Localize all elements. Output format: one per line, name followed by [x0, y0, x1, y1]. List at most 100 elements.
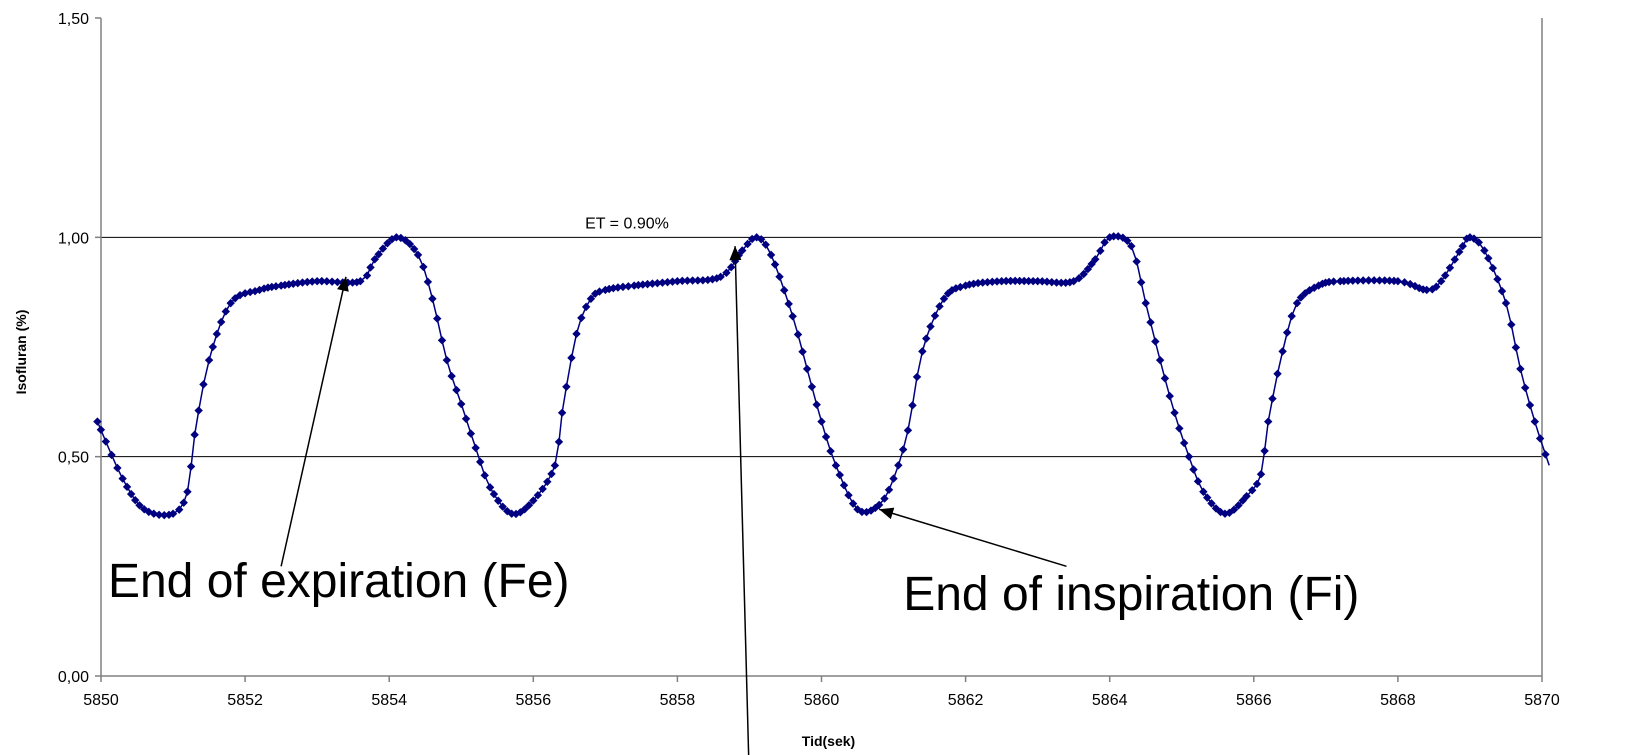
series-0-point-75: [437, 336, 447, 345]
series-0-point-298: [1458, 241, 1467, 251]
y-tick-label-0: 0,00: [58, 669, 89, 686]
series-0-point-166: [857, 507, 867, 517]
y-axis-title: Isofluran (%): [13, 310, 29, 395]
series-0-point-150: [784, 299, 793, 309]
series-0-point-216: [1083, 264, 1093, 274]
series-0-point-279: [1369, 276, 1379, 285]
series-0-point-215: [1079, 269, 1088, 279]
series-0-point-208: [1047, 277, 1056, 287]
series-0-point-231: [1151, 337, 1160, 346]
series-0-point-172: [884, 485, 894, 495]
series-0-point-108: [586, 294, 596, 303]
series-0-point-104: [567, 353, 576, 363]
series-0-point-309: [1507, 320, 1516, 329]
series-0-point-249: [1234, 501, 1243, 510]
series-0-point-154: [802, 364, 812, 374]
series-0-point-91: [511, 509, 521, 519]
y-axis-ticks: 0,00 0,50 1,00 1,50: [58, 11, 101, 686]
series-0-point-49: [317, 276, 326, 286]
series-0-point-19: [183, 487, 192, 496]
series-0-point-240: [1193, 477, 1203, 486]
series-0-point-188: [956, 282, 965, 292]
series-0-point-299: [1462, 234, 1471, 243]
series-0-point-29: [226, 298, 235, 308]
series-0-point-107: [581, 302, 591, 312]
series-0-point-113: [609, 283, 618, 293]
series-0-point-86: [489, 489, 499, 499]
series-0-point-170: [874, 500, 884, 510]
series-0-point-114: [613, 283, 623, 292]
y-tick-label-2: 1,00: [58, 230, 89, 247]
annotation-text-2: End of inspiration (Fi): [903, 568, 1359, 621]
series-0-point-180: [922, 334, 931, 343]
series-0-point-179: [918, 347, 927, 356]
series-0-point-297: [1455, 247, 1464, 257]
series-0-point-88: [498, 502, 507, 511]
series-0-point-214: [1074, 274, 1084, 283]
series-0-point-242: [1203, 493, 1212, 502]
series-0-point-232: [1155, 355, 1165, 365]
series-0-point-201: [1015, 276, 1024, 286]
series-0-point-60: [370, 255, 379, 264]
series-0-point-316: [1541, 450, 1550, 459]
series-0-point-282: [1385, 276, 1394, 285]
series-0-point-158: [821, 432, 831, 442]
x-tick-label-2: 5854: [371, 692, 407, 709]
series-0-point-315: [1535, 434, 1545, 443]
series-0-point-132: [703, 275, 713, 285]
series-0-point-290: [1422, 285, 1431, 295]
annotation-arrow-line-3: [734, 246, 750, 755]
series-0-point-69: [409, 244, 419, 254]
series-0-point-63: [383, 239, 392, 248]
series-0-point-185: [943, 289, 953, 298]
x-tick-label-6: 5862: [948, 692, 984, 709]
series-0-point-121: [648, 279, 657, 288]
series-0-point-169: [871, 503, 880, 513]
series-0-point-177: [908, 401, 917, 410]
series-0-point-171: [880, 494, 889, 503]
series-0-point-87: [493, 496, 503, 505]
series-0-point-174: [894, 461, 903, 470]
x-tick-label-4: 5858: [660, 692, 696, 709]
series-0-point-119: [638, 280, 648, 289]
series-0-point-307: [1497, 286, 1507, 296]
series-0-point-284: [1393, 277, 1403, 286]
series-0-point-59: [366, 263, 375, 272]
x-tick-label-5: 5860: [804, 692, 840, 709]
series-0-point-218: [1091, 255, 1100, 264]
series-0-point-135: [716, 272, 725, 282]
series-0-point-183: [935, 302, 944, 311]
x-axis-ticks: 5850 5852 5854 5856 5858 5860 5862 5864 5866 5868…: [83, 676, 1560, 709]
series-0-point-99: [547, 469, 556, 479]
series-0-point-97: [538, 484, 547, 494]
series-0-point-0: [93, 417, 102, 426]
series-0-point-1: [96, 425, 106, 434]
series-0-point-147: [770, 260, 780, 269]
series-0-point-7: [126, 489, 136, 499]
series-0-point-274: [1343, 276, 1353, 286]
series-0-point-115: [618, 282, 628, 292]
series-0-point-73: [428, 294, 437, 303]
series-0-point-199: [1006, 276, 1015, 286]
series-0-point-93: [520, 505, 529, 514]
series-0-point-134: [712, 274, 721, 283]
series-0-point-235: [1170, 408, 1179, 417]
series-0-point-157: [817, 417, 826, 426]
series-0-point-230: [1146, 318, 1155, 327]
series-0-point-95: [529, 496, 538, 505]
series-0-point-278: [1364, 276, 1373, 285]
series-0-point-100: [550, 461, 560, 470]
series-0-point-151: [788, 312, 797, 321]
series-0-point-209: [1052, 278, 1061, 287]
series-0-point-123: [658, 278, 667, 287]
series-0-point-277: [1358, 276, 1368, 285]
series-0-point-175: [898, 445, 908, 454]
series-0-point-261: [1287, 311, 1296, 321]
gridlines: [101, 236, 1542, 458]
series-0-point-260: [1282, 328, 1292, 337]
series-0-point-313: [1525, 400, 1535, 410]
series-0-point-210: [1057, 278, 1066, 288]
x-tick-label-9: 5868: [1380, 692, 1416, 709]
series-0-point-20: [186, 462, 196, 471]
series-0-point-79: [457, 399, 466, 409]
